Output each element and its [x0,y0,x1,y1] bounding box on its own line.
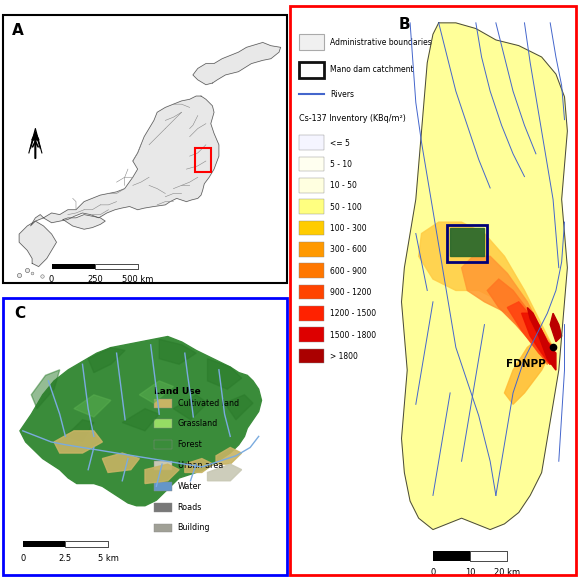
Text: Water: Water [177,482,202,491]
Polygon shape [208,464,242,481]
Text: 250: 250 [88,275,103,284]
FancyBboxPatch shape [299,34,324,50]
Text: 300 - 600: 300 - 600 [330,246,367,254]
Text: Grassland: Grassland [177,420,218,428]
Polygon shape [66,420,94,442]
FancyBboxPatch shape [154,420,172,428]
FancyBboxPatch shape [299,306,324,321]
FancyBboxPatch shape [299,221,324,235]
FancyBboxPatch shape [154,482,172,491]
FancyBboxPatch shape [154,440,172,449]
Text: Building: Building [177,524,210,532]
FancyBboxPatch shape [299,242,324,257]
Polygon shape [31,96,219,226]
Text: 10 - 50: 10 - 50 [330,181,357,191]
Text: C: C [14,306,26,321]
Text: Forest: Forest [177,440,202,449]
Text: 1500 - 1800: 1500 - 1800 [330,331,376,340]
Text: Land Use: Land Use [154,387,200,397]
Text: Roads: Roads [177,503,202,512]
FancyBboxPatch shape [299,349,324,364]
Polygon shape [88,347,125,373]
Polygon shape [550,313,561,342]
Polygon shape [185,458,213,472]
Text: 2.5: 2.5 [59,554,72,564]
Polygon shape [462,256,553,359]
Text: 50 - 100: 50 - 100 [330,203,362,212]
Polygon shape [208,359,242,389]
Polygon shape [527,307,556,370]
Polygon shape [401,23,567,529]
FancyBboxPatch shape [299,62,324,77]
Text: 5 km: 5 km [97,554,118,564]
Text: 500 km: 500 km [122,275,153,284]
Bar [194,148,211,172]
Text: 900 - 1200: 900 - 1200 [330,288,371,297]
Text: A: A [12,23,23,38]
FancyBboxPatch shape [299,327,324,342]
FancyBboxPatch shape [154,524,172,532]
Polygon shape [216,447,242,464]
Bar [447,225,487,262]
Polygon shape [19,221,56,266]
Text: 5 - 10: 5 - 10 [330,160,352,169]
Text: 10: 10 [465,568,476,577]
Polygon shape [224,395,253,420]
FancyBboxPatch shape [299,157,324,172]
FancyBboxPatch shape [154,461,172,470]
FancyBboxPatch shape [154,399,172,407]
FancyBboxPatch shape [299,284,324,299]
Polygon shape [505,336,553,405]
Text: Cultivated land: Cultivated land [177,399,239,407]
Text: Rivers: Rivers [330,90,354,99]
Polygon shape [419,222,553,347]
Polygon shape [20,336,262,506]
Polygon shape [193,42,281,85]
FancyBboxPatch shape [299,178,324,193]
Text: 20 km: 20 km [494,568,520,577]
Polygon shape [31,370,60,409]
FancyBboxPatch shape [154,503,172,512]
Polygon shape [145,464,179,484]
Text: Administrative boundaries: Administrative boundaries [330,38,432,47]
Text: Mano dam catchment: Mano dam catchment [330,65,414,74]
FancyBboxPatch shape [299,263,324,278]
Text: Cs-137 Inventory (KBq/m²): Cs-137 Inventory (KBq/m²) [299,114,405,123]
Polygon shape [450,228,484,256]
Text: B: B [398,17,410,32]
Polygon shape [122,409,160,431]
Polygon shape [54,431,103,453]
Text: 0: 0 [49,275,55,284]
Text: 0: 0 [20,554,26,564]
Polygon shape [103,453,139,472]
Text: <= 5: <= 5 [330,139,350,148]
FancyBboxPatch shape [299,199,324,214]
Polygon shape [139,381,173,403]
Text: FDNPP: FDNPP [506,359,546,369]
Polygon shape [74,395,111,417]
Text: 600 - 900: 600 - 900 [330,266,367,276]
Polygon shape [173,395,208,420]
Text: > 1800: > 1800 [330,352,358,361]
Text: 1200 - 1500: 1200 - 1500 [330,309,376,318]
Text: 0: 0 [430,568,436,577]
Text: Urban area: Urban area [177,461,223,470]
Polygon shape [63,214,105,229]
Polygon shape [508,302,553,365]
Polygon shape [487,279,553,365]
Polygon shape [521,313,553,365]
Text: 100 - 300: 100 - 300 [330,224,367,233]
FancyBboxPatch shape [299,135,324,150]
Polygon shape [160,339,196,364]
